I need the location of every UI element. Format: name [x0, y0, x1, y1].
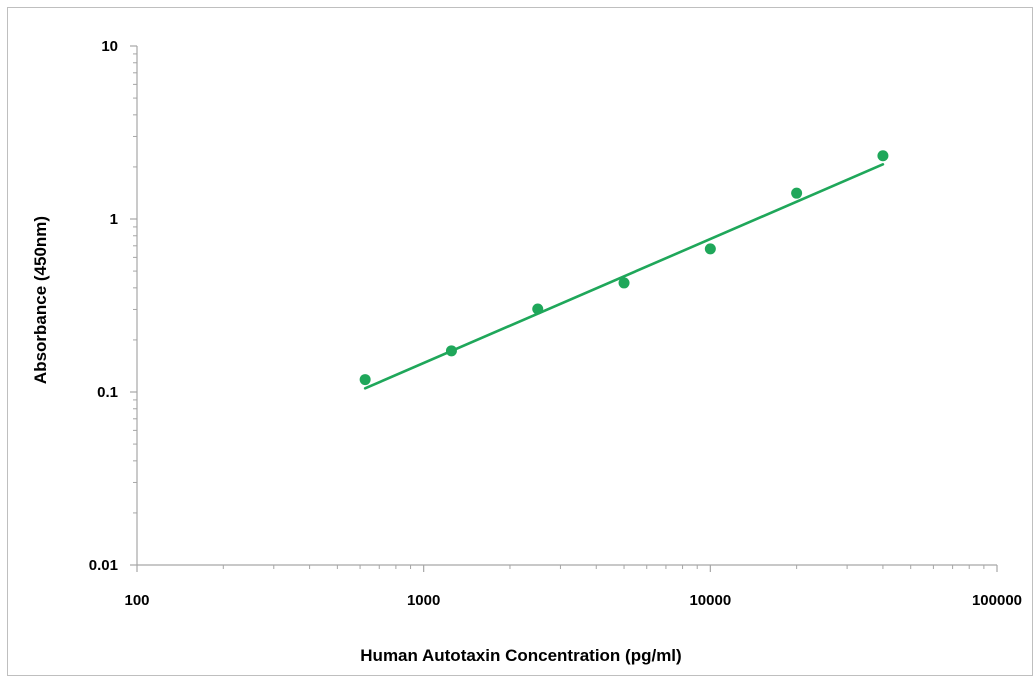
- x-tick-label: 100: [124, 592, 149, 609]
- tick-labels: 0.01 0.1 1 10 100 1000 10000 100000: [89, 38, 1022, 609]
- x-tick-label: 1000: [407, 592, 440, 609]
- x-axis-title: Human Autotaxin Concentration (pg/ml): [360, 646, 681, 665]
- data-point: [877, 150, 889, 162]
- axes: [130, 45, 998, 572]
- x-tick-label: 10000: [689, 592, 731, 609]
- data-point: [445, 345, 457, 357]
- y-tick-label: 10: [101, 38, 118, 55]
- data-point: [704, 243, 716, 255]
- data-point: [359, 374, 371, 386]
- y-tick-label: 0.01: [89, 557, 118, 574]
- data-point: [532, 303, 544, 315]
- y-tick-label: 1: [110, 211, 118, 228]
- data-point: [618, 277, 630, 289]
- y-axis-title: Absorbance (450nm): [31, 216, 50, 384]
- fit-line: [363, 163, 885, 390]
- data-points: [359, 150, 889, 386]
- fit-line-group: [363, 163, 885, 390]
- y-tick-label: 0.1: [97, 384, 118, 401]
- x-tick-label: 100000: [972, 592, 1022, 609]
- data-point: [791, 187, 803, 199]
